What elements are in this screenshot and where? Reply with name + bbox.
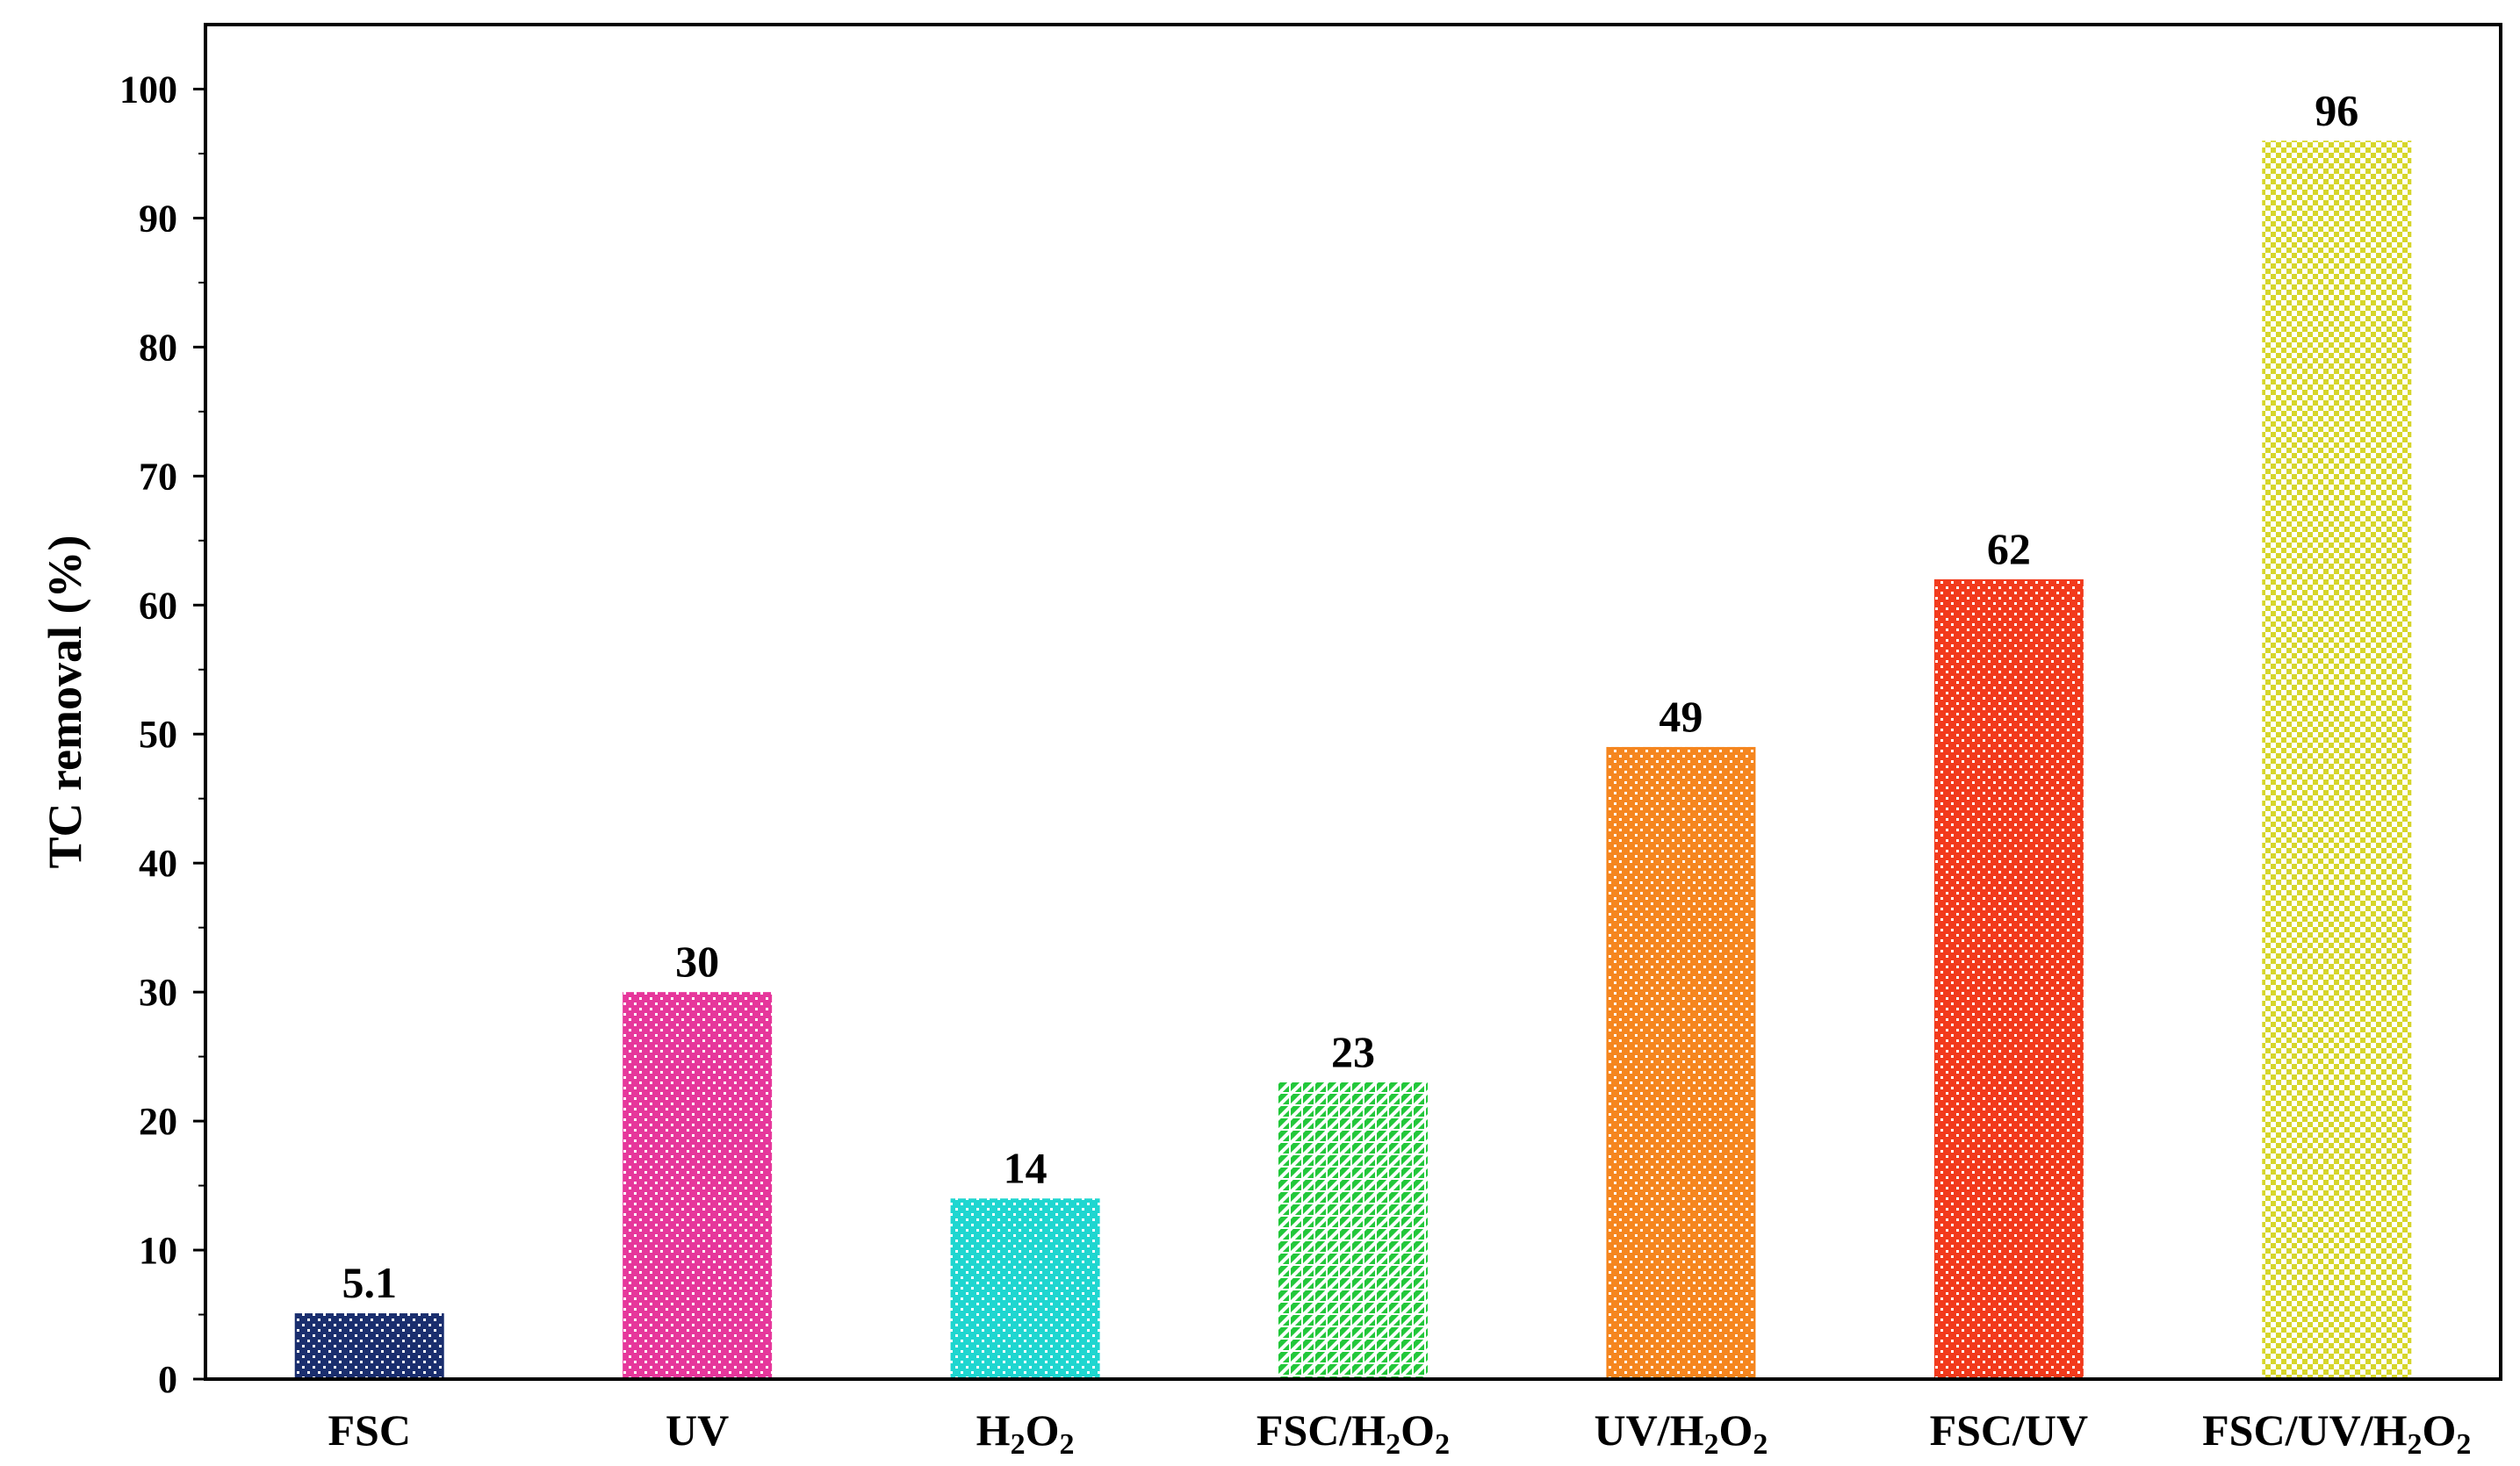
y-tick-label: 50 [139,713,177,756]
bar-fsc [294,1313,444,1379]
data-label: 5.1 [342,1258,397,1307]
bar-uv-h2o2 [1606,746,1756,1379]
y-tick-label: 20 [139,1100,177,1143]
bar-h2o2 [950,1198,1100,1379]
bars-group [294,140,2412,1380]
x-tick-label: FSC/H2O2 [1256,1405,1450,1461]
data-label: 30 [675,937,719,986]
x-tick-label: UV/H2O2 [1594,1405,1768,1461]
x-tick-label: FSC/UV [1930,1405,2089,1455]
y-tick-label: 80 [139,326,177,369]
y-tick-label: 60 [139,584,177,627]
axes-group [193,23,2502,1381]
x-tick-label: FSC [328,1405,410,1455]
data-label: 49 [1659,692,1703,741]
data-label: 96 [2315,85,2358,134]
bar-uv [623,992,773,1379]
data-label: 62 [1987,524,2031,573]
y-tick-label: 0 [158,1358,177,1401]
y-tick-label: 100 [119,68,177,111]
y-tick-label: 10 [139,1229,177,1272]
bar-fsc-h2o2 [1278,1082,1428,1379]
x-tick-label: UV [666,1405,729,1455]
y-tick-label: 90 [139,197,177,240]
y-tick-label: 30 [139,971,177,1014]
y-axis-title: TC removal (%) [39,535,91,869]
y-tick-label: 70 [139,455,177,498]
x-tick-label: FSC/UV/H2O2 [2202,1405,2471,1461]
labels-group: 5.1 FSC 30 UV 14 H2O2 23 FSC/H2O2 49 UV/H2O2 62 FSC… [119,68,2471,1461]
x-tick-label: H2O2 [976,1405,1075,1461]
bar-fsc-uv-h2o2 [2262,140,2412,1380]
data-label: 23 [1331,1027,1375,1076]
plot-frame [204,23,2502,1381]
y-tick-label: 40 [139,842,177,885]
data-label: 14 [1004,1143,1048,1192]
bar-fsc-uv [1933,578,2084,1379]
